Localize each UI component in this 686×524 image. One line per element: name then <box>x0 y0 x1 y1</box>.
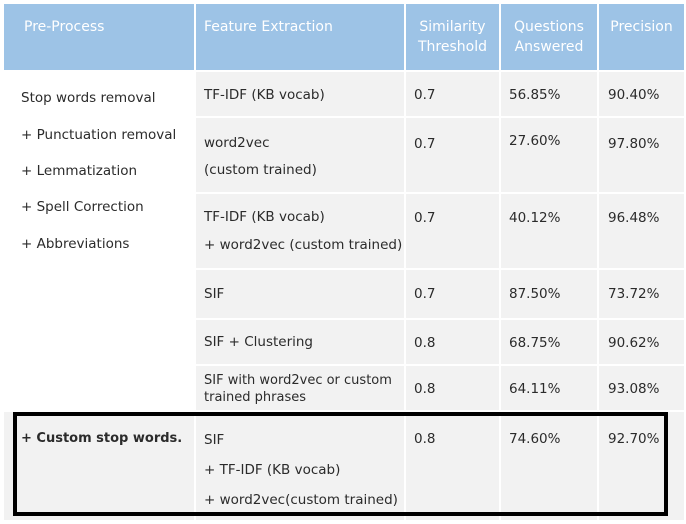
preprocess-step: Stop words removal <box>21 90 156 106</box>
table-row: SIF with word2vec or custom trained phra… <box>196 366 684 410</box>
header-preprocess: Pre-Process <box>4 4 194 70</box>
highlighted-row: SIF + TF-IDF (KB vocab) + word2vec(custo… <box>196 412 684 520</box>
preprocess-step: + Punctuation removal <box>21 127 177 143</box>
preprocess-step: + Spell Correction <box>21 199 144 215</box>
column-divider <box>499 72 501 520</box>
header-precision: Precision <box>599 4 684 70</box>
column-divider <box>597 72 599 520</box>
table-row: SIF + Clustering 0.8 68.75% 90.62% <box>196 320 684 364</box>
results-table: Pre-Process Feature Extraction Similarit… <box>4 4 684 520</box>
header-feature-extraction: Feature Extraction <box>196 4 404 70</box>
preprocess-cell: Stop words removal + Punctuation removal… <box>4 72 194 410</box>
table-row: TF-IDF (KB vocab) 0.7 56.85% 90.40% <box>196 72 684 116</box>
column-divider <box>404 72 406 520</box>
table-row: TF-IDF (KB vocab) + word2vec (custom tra… <box>196 194 684 268</box>
preprocess-step: + Abbreviations <box>21 236 130 252</box>
table-row: SIF 0.7 87.50% 73.72% <box>196 270 684 318</box>
preprocess-step: + Lemmatization <box>21 163 138 179</box>
header-similarity-threshold: Similarity Threshold <box>406 4 499 70</box>
header-questions-answered: Questions Answered <box>501 4 597 70</box>
highlight-box <box>13 412 668 516</box>
highlighted-row-preprocess: + Custom stop words. <box>4 412 194 520</box>
table-row: word2vec (custom trained) 0.7 27.60% 97.… <box>196 118 684 192</box>
